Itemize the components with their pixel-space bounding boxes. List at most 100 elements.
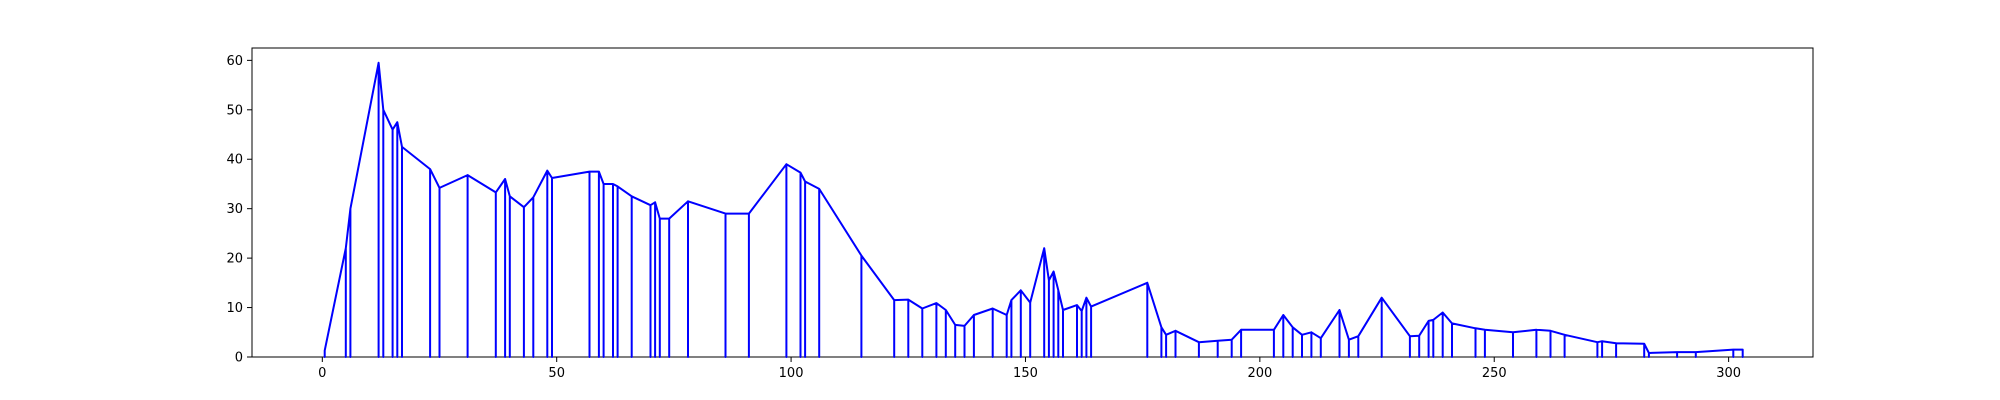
data-point xyxy=(1615,342,1617,344)
data-point xyxy=(654,201,656,203)
data-point xyxy=(963,325,966,327)
data-point xyxy=(1484,329,1486,331)
data-point xyxy=(1512,331,1514,333)
data-point xyxy=(785,163,788,165)
data-point xyxy=(1596,341,1598,343)
data-point xyxy=(945,309,947,311)
data-point xyxy=(1409,335,1411,337)
data-point xyxy=(1348,339,1350,341)
data-point xyxy=(1053,270,1055,273)
data-point xyxy=(1742,356,1744,358)
x-tick-label: 0 xyxy=(318,366,326,381)
plot-area: 0 50 100 150 200 250 300 0 10 20 30 40 50 60 xyxy=(226,47,1814,381)
data-point xyxy=(1564,334,1566,336)
data-point xyxy=(935,302,938,304)
y-axis: 0 10 20 30 40 50 60 xyxy=(226,54,252,366)
y-tick-label: 50 xyxy=(226,103,243,118)
data-point xyxy=(1029,302,1031,304)
data-point xyxy=(1338,309,1341,311)
data-point xyxy=(1282,314,1284,316)
data-point xyxy=(324,350,326,352)
data-point xyxy=(1418,335,1420,337)
data-point xyxy=(1442,311,1444,314)
data-point xyxy=(799,172,802,174)
data-point xyxy=(612,183,614,185)
data-point xyxy=(1057,289,1059,291)
data-point xyxy=(1165,334,1167,336)
data-point xyxy=(1090,306,1092,308)
data-point xyxy=(1146,282,1148,284)
data-point xyxy=(1231,339,1233,341)
data-point xyxy=(588,171,591,173)
x-tick-label: 200 xyxy=(1247,366,1272,381)
data-point xyxy=(532,196,534,198)
data-point xyxy=(724,213,727,215)
data-point xyxy=(1292,326,1294,328)
data-point xyxy=(382,109,384,111)
data-point xyxy=(1676,351,1678,353)
data-point xyxy=(687,200,689,202)
data-point xyxy=(804,180,806,183)
x-tick-label: 150 xyxy=(1013,366,1038,381)
data-point xyxy=(631,195,633,197)
data-point xyxy=(659,218,661,220)
data-point xyxy=(1085,297,1087,299)
data-point xyxy=(1174,330,1177,332)
data-point xyxy=(1381,297,1383,299)
data-point xyxy=(1081,310,1083,312)
series-line-0 xyxy=(323,61,1744,358)
data-point xyxy=(1428,320,1430,322)
data-point xyxy=(438,187,441,189)
data-point xyxy=(551,177,553,179)
data-point xyxy=(992,307,994,310)
data-point xyxy=(1320,337,1322,339)
data-point xyxy=(1273,329,1275,331)
data-point xyxy=(1695,351,1697,353)
x-axis: 0 50 100 150 200 250 300 xyxy=(318,357,1741,381)
data-point xyxy=(495,191,497,193)
data-point xyxy=(860,255,863,257)
data-point xyxy=(1601,340,1603,342)
data-point xyxy=(467,174,469,176)
data-point xyxy=(429,168,431,170)
y-tick-label: 10 xyxy=(226,301,243,316)
data-point xyxy=(1062,309,1064,311)
data-point xyxy=(893,299,895,301)
data-point xyxy=(1160,326,1162,328)
data-point xyxy=(1732,349,1734,351)
data-point xyxy=(649,204,652,206)
data-point xyxy=(617,185,619,187)
y-tick-label: 60 xyxy=(226,54,243,69)
data-point xyxy=(401,146,403,148)
data-point xyxy=(1310,331,1312,333)
data-point xyxy=(1240,329,1242,331)
data-point xyxy=(1043,247,1045,249)
y-tick-label: 20 xyxy=(226,252,243,267)
data-point xyxy=(345,247,347,249)
x-tick-label: 100 xyxy=(779,366,804,381)
data-point xyxy=(1010,299,1013,301)
data-point xyxy=(954,324,956,326)
y-tick-label: 0 xyxy=(235,351,243,366)
data-point xyxy=(349,208,351,210)
x-tick-label: 50 xyxy=(548,366,565,381)
data-point xyxy=(523,206,525,208)
data-point xyxy=(324,356,326,358)
data-point xyxy=(1006,314,1008,316)
data-point xyxy=(1648,352,1650,354)
data-point xyxy=(504,178,506,180)
x-tick-label: 300 xyxy=(1716,366,1741,381)
data-point xyxy=(598,171,600,173)
data-point xyxy=(1048,279,1050,281)
data-point xyxy=(1301,334,1303,336)
data-point xyxy=(907,299,909,301)
data-point xyxy=(392,129,394,131)
data-point xyxy=(1451,322,1453,324)
data-point xyxy=(1432,319,1434,321)
data-point xyxy=(921,307,923,310)
axes-frame xyxy=(251,47,1814,358)
data-point xyxy=(509,195,511,197)
data-point xyxy=(818,188,820,190)
data-point xyxy=(1643,343,1645,345)
